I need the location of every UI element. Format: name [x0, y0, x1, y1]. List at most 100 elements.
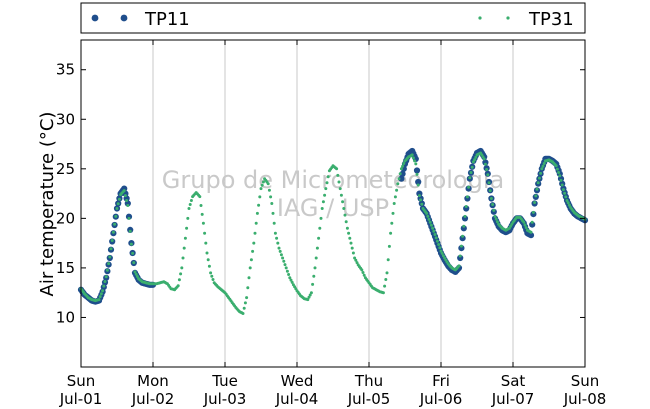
- data-point: [181, 256, 185, 260]
- data-point: [209, 271, 213, 275]
- data-point: [471, 160, 475, 164]
- data-point: [416, 190, 423, 197]
- data-points: [77, 147, 589, 315]
- data-point: [289, 278, 293, 282]
- y-tick-label: 25: [56, 160, 75, 178]
- data-point: [395, 188, 399, 192]
- data-point: [337, 180, 341, 184]
- data-point: [246, 286, 250, 290]
- data-point: [129, 242, 133, 246]
- data-point: [260, 183, 264, 187]
- data-point: [290, 280, 294, 284]
- data-point: [343, 213, 347, 217]
- data-point: [336, 173, 340, 177]
- data-point: [247, 276, 251, 280]
- data-point: [114, 214, 118, 218]
- data-point: [555, 167, 559, 171]
- data-point: [185, 226, 189, 230]
- data-point: [415, 178, 422, 186]
- data-point: [210, 274, 214, 278]
- data-point: [402, 162, 406, 165]
- data-point: [534, 194, 538, 198]
- data-point: [243, 301, 247, 305]
- data-point: [128, 229, 132, 233]
- data-point: [276, 241, 280, 245]
- data-point: [133, 270, 137, 274]
- data-point: [399, 167, 403, 171]
- data-point: [125, 213, 133, 220]
- data-point: [285, 269, 289, 273]
- data-point: [126, 204, 130, 207]
- data-point: [318, 226, 322, 230]
- data-point: [383, 284, 387, 288]
- x-tick-label-day: Tue: [211, 372, 238, 390]
- data-point: [386, 258, 390, 262]
- data-point: [273, 231, 277, 235]
- watermark-line: IAG / USP: [277, 194, 389, 222]
- data-point: [483, 162, 487, 166]
- data-point: [489, 197, 493, 200]
- data-point: [427, 217, 431, 221]
- data-point: [110, 239, 114, 242]
- x-tick-label-day: Sun: [571, 372, 600, 390]
- data-point: [199, 204, 203, 207]
- data-point: [206, 258, 210, 262]
- data-point: [530, 220, 534, 224]
- data-point: [188, 203, 192, 206]
- y-tick-label: 10: [56, 308, 75, 326]
- data-point: [413, 167, 421, 174]
- legend: TP11 TP31: [80, 2, 586, 34]
- data-point: [319, 216, 323, 220]
- x-tick-label-day: Wed: [281, 372, 314, 390]
- data-point: [491, 203, 495, 206]
- data-point: [485, 168, 489, 171]
- data-point: [249, 258, 253, 262]
- data-point: [401, 164, 405, 168]
- data-point: [103, 280, 107, 283]
- x-tick-label-date: Jul-04: [275, 390, 319, 408]
- data-point: [470, 165, 474, 169]
- data-point: [131, 251, 135, 255]
- data-point: [113, 222, 117, 226]
- data-point: [384, 278, 388, 281]
- data-point: [463, 214, 467, 218]
- data-point: [360, 268, 364, 272]
- data-point: [182, 246, 186, 250]
- data-point: [539, 171, 543, 175]
- data-point: [482, 159, 489, 166]
- data-point: [107, 262, 111, 266]
- data-point: [116, 202, 120, 206]
- data-point: [335, 167, 339, 171]
- data-point: [428, 220, 432, 224]
- data-point: [469, 171, 473, 174]
- data-point: [338, 187, 342, 191]
- data-point: [204, 241, 208, 245]
- y-tick-label: 35: [56, 61, 75, 79]
- data-point: [461, 234, 465, 238]
- data-point: [270, 202, 274, 205]
- data-point: [390, 221, 394, 225]
- data-point: [531, 210, 535, 214]
- legend-marker-tp31: [478, 16, 482, 20]
- legend-marker-tp11: [120, 14, 128, 22]
- data-point: [325, 181, 329, 185]
- data-point: [187, 207, 191, 210]
- data-point: [186, 216, 190, 220]
- data-point: [344, 220, 348, 224]
- data-point: [134, 272, 138, 276]
- data-point: [313, 266, 317, 270]
- data-point: [201, 221, 205, 225]
- data-point: [284, 266, 288, 270]
- data-point: [438, 246, 442, 250]
- data-point: [135, 275, 139, 278]
- data-point: [426, 214, 430, 218]
- data-point: [261, 180, 265, 184]
- data-point: [564, 195, 568, 199]
- data-point: [468, 176, 472, 180]
- data-point: [461, 215, 469, 222]
- data-point: [463, 205, 470, 212]
- data-point: [393, 195, 397, 199]
- data-point: [465, 195, 469, 199]
- data-point: [560, 183, 564, 187]
- data-point: [457, 254, 464, 262]
